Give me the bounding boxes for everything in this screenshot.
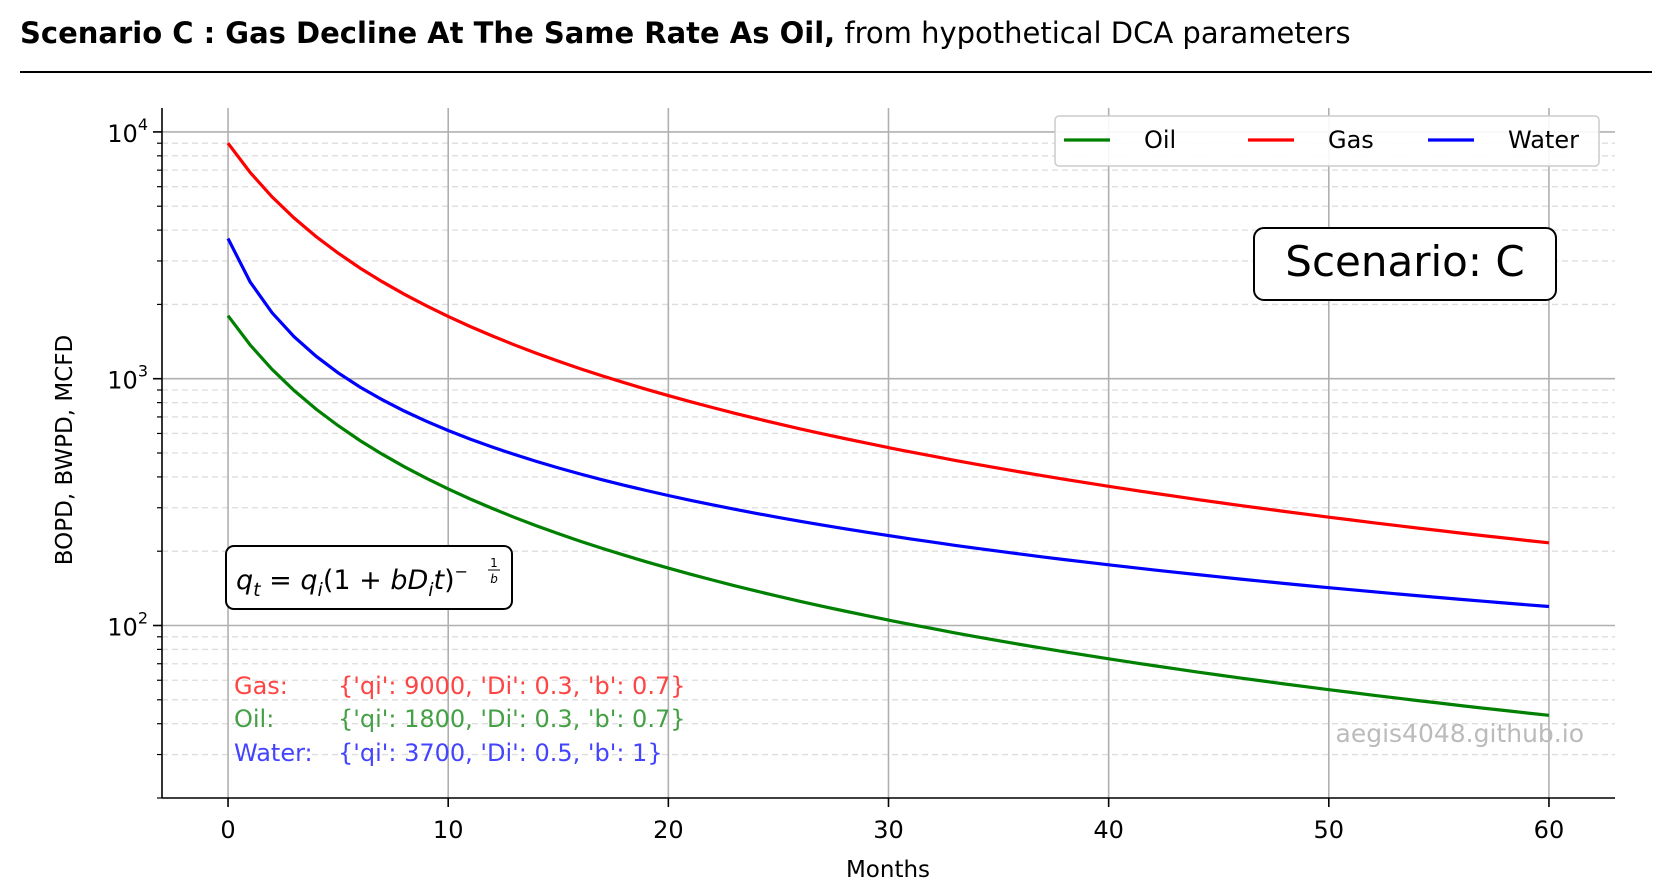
title-underline — [20, 71, 1652, 73]
series-line-oil — [226, 314, 1550, 717]
parameter-labels: Gas: {'qi': 9000, 'Di': 0.3, 'b': 0.7} O… — [234, 672, 685, 767]
series-lines — [226, 142, 1550, 717]
legend-label-water: Water — [1508, 126, 1579, 154]
x-tick-label: 50 — [1314, 816, 1345, 844]
x-tick-label: 30 — [873, 816, 904, 844]
legend-label-gas: Gas — [1328, 126, 1374, 154]
legend: Oil Gas Water — [1054, 115, 1600, 167]
scenario-box: Scenario: C — [1253, 227, 1557, 301]
y-axis-label: BOPD, BWPD, MCFD — [52, 335, 78, 565]
legend-label-oil: Oil — [1144, 126, 1176, 154]
y-tick-label: 104 — [107, 115, 148, 148]
title-regular-part: from hypothetical DCA parameters — [844, 16, 1351, 50]
water-params-label: Water: — [234, 739, 313, 767]
y-tick-label: 102 — [107, 609, 148, 642]
tick-labels: 102 103 104 0 10 20 30 40 50 60 — [107, 115, 1564, 844]
title-bold-part: Scenario C : Gas Decline At The Same Rat… — [20, 16, 836, 50]
formula-exponent-num: 1 — [490, 556, 498, 570]
series-line-gas — [226, 142, 1550, 545]
formula: qt = qi(1 + bDit)− — [236, 562, 468, 601]
x-tick-label: 60 — [1534, 816, 1565, 844]
gas-params-label: Gas: — [234, 672, 288, 700]
grid — [162, 108, 1615, 799]
oil-params: {'qi': 1800, 'Di': 0.3, 'b': 0.7} — [338, 705, 685, 733]
y-tick-label: 103 — [107, 362, 148, 395]
x-tick-label: 0 — [220, 816, 235, 844]
gas-params: {'qi': 9000, 'Di': 0.3, 'b': 0.7} — [338, 672, 685, 700]
x-tick-label: 40 — [1093, 816, 1124, 844]
water-params: {'qi': 3700, 'Di': 0.5, 'b': 1} — [338, 739, 663, 767]
series-line-water — [226, 237, 1550, 609]
x-axis-label: Months — [846, 857, 930, 883]
x-tick-label: 20 — [653, 816, 684, 844]
oil-params-label: Oil: — [234, 705, 274, 733]
chart-title: Scenario C : Gas Decline At The Same Rat… — [20, 16, 1351, 56]
formula-exponent-den: b — [490, 572, 498, 586]
scenario-label: Scenario: C — [1285, 237, 1524, 286]
x-tick-label: 10 — [433, 816, 464, 844]
formula-box: qt = qi(1 + bDit)− 1 b — [225, 545, 513, 610]
watermark: aegis4048.github.io — [1336, 719, 1584, 748]
